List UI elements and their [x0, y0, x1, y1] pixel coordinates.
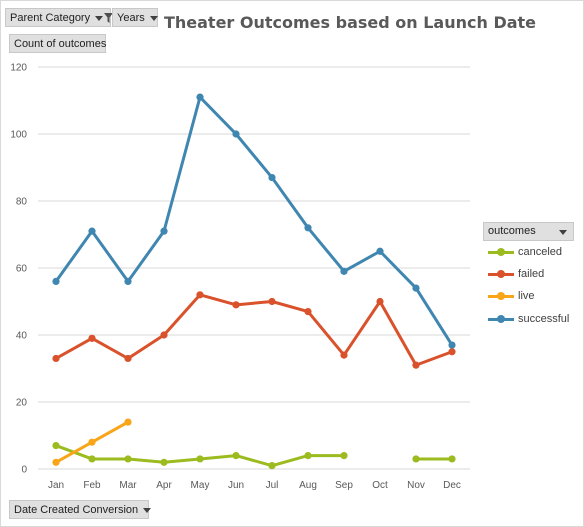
data-point-canceled-mar [124, 455, 132, 463]
y-tick-label-120: 120 [10, 63, 27, 74]
count-of-outcomes-field[interactable]: Count of outcomes [9, 34, 106, 53]
data-point-failed-apr [160, 331, 168, 339]
legend-label-failed: failed [518, 268, 545, 280]
y-tick-label-60: 60 [16, 264, 28, 275]
data-point-failed-feb [88, 334, 96, 342]
legend-marker-live [497, 292, 505, 300]
x-tick-label-apr: Apr [156, 480, 172, 491]
data-point-successful-apr [160, 227, 168, 235]
filter-icon [104, 13, 114, 24]
outcomes-legend-filter[interactable]: outcomes [483, 222, 574, 241]
y-tick-label-40: 40 [16, 331, 28, 342]
data-point-failed-oct [376, 297, 384, 306]
legend-label-live: live [518, 290, 535, 302]
dropdown-arrow-icon [95, 15, 104, 21]
legend-label-successful: successful [518, 313, 570, 325]
data-point-successful-jun [232, 130, 240, 138]
chart-title: Theater Outcomes based on Launch Date [163, 13, 537, 32]
data-point-failed-aug [304, 307, 312, 316]
data-point-failed-jul [268, 297, 276, 306]
data-point-live-jan [52, 458, 60, 466]
data-point-failed-sep [340, 351, 348, 359]
x-tick-label-nov: Nov [407, 480, 425, 491]
data-point-canceled-may [196, 455, 204, 463]
y-tick-label-80: 80 [16, 197, 28, 208]
data-point-failed-may [196, 291, 204, 299]
legend-marker-canceled [497, 248, 505, 256]
data-point-successful-mar [124, 277, 132, 285]
x-tick-label-sep: Sep [335, 480, 353, 491]
data-point-successful-may [196, 93, 204, 101]
data-point-failed-mar [124, 354, 132, 363]
data-point-canceled-nov [412, 455, 420, 463]
data-point-successful-dec [448, 341, 456, 349]
dropdown-arrow-icon [143, 507, 152, 513]
y-tick-label-20: 20 [16, 398, 28, 409]
data-point-successful-oct [376, 247, 384, 255]
data-point-canceled-aug [304, 452, 312, 460]
data-point-canceled-jun [232, 452, 240, 460]
y-tick-label-100: 100 [10, 130, 27, 141]
data-point-live-mar [124, 418, 132, 426]
data-point-failed-jan [52, 354, 60, 363]
data-point-successful-feb [88, 227, 96, 235]
x-tick-label-oct: Oct [372, 480, 388, 491]
data-point-successful-jan [52, 277, 60, 285]
data-point-successful-sep [340, 267, 348, 275]
parent-category-filter-button[interactable]: Parent Category [5, 8, 114, 27]
count-of-outcomes-label: Count of outcomes [14, 38, 107, 50]
data-point-successful-aug [304, 224, 312, 232]
legend-marker-successful [497, 315, 505, 323]
x-tick-label-dec: Dec [443, 480, 461, 491]
years-filter-button[interactable]: Years [112, 8, 158, 27]
x-tick-label-jun: Jun [228, 480, 244, 491]
series-line-successful-0 [54, 95, 454, 347]
legend-label-canceled: canceled [518, 246, 563, 258]
data-point-failed-dec [448, 348, 456, 356]
years-label: Years [117, 12, 145, 24]
x-tick-label-aug: Aug [299, 480, 317, 491]
y-tick-label-0: 0 [21, 465, 27, 476]
x-tick-label-feb: Feb [83, 480, 101, 491]
x-tick-label-may: May [191, 480, 210, 491]
x-tick-label-jan: Jan [48, 480, 64, 491]
parent-category-label: Parent Category [10, 12, 91, 24]
data-point-failed-jun [232, 301, 240, 309]
date-created-conversion-field[interactable]: Date Created Conversion [9, 500, 152, 519]
date-created-conversion-label: Date Created Conversion [14, 504, 139, 516]
data-point-canceled-apr [160, 458, 168, 466]
data-point-successful-jul [268, 173, 276, 182]
x-tick-label-mar: Mar [119, 480, 137, 491]
data-point-canceled-feb [88, 455, 96, 463]
outcomes-legend-label: outcomes [488, 225, 536, 237]
data-point-successful-nov [412, 284, 420, 292]
dropdown-arrow-icon [149, 15, 158, 21]
data-point-canceled-dec [448, 455, 456, 463]
data-point-canceled-sep [340, 452, 348, 460]
data-point-live-feb [88, 438, 96, 446]
x-tick-label-jul: Jul [266, 480, 279, 491]
dropdown-arrow-icon [559, 230, 567, 235]
legend-marker-failed [497, 270, 505, 278]
data-point-failed-nov [412, 361, 420, 369]
data-point-canceled-jan [52, 441, 60, 450]
series-line-failed-0 [54, 293, 454, 367]
data-point-canceled-jul [268, 462, 276, 470]
